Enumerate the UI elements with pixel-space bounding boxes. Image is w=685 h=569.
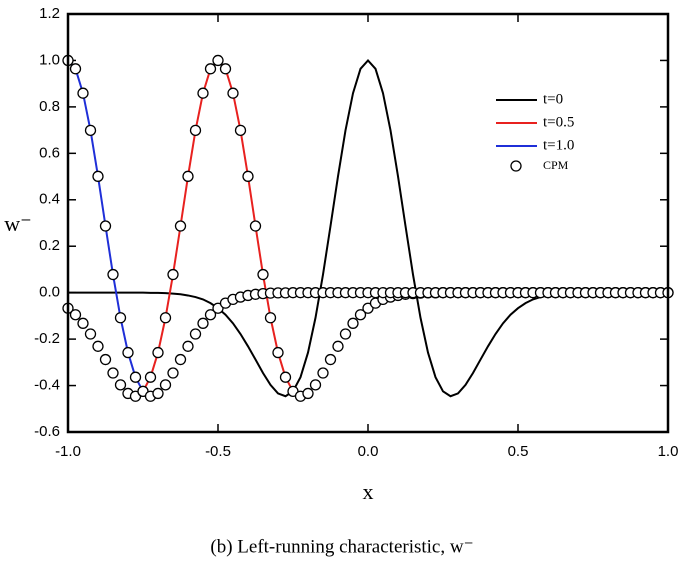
cpm-marker [324, 353, 337, 366]
cpm-marker [182, 340, 194, 352]
cpm-marker [99, 353, 112, 366]
cpm-marker [174, 353, 187, 366]
cpm-marker [309, 379, 322, 391]
legend-swatch [510, 160, 522, 172]
cpm-marker [84, 124, 97, 136]
caption: (b) Left-running characteristic, w⁻ [210, 536, 473, 557]
x-tick-label: -0.5 [205, 443, 231, 460]
cpm-marker [122, 346, 134, 359]
cpm-marker [159, 312, 172, 324]
x-axis-label: x [363, 479, 374, 504]
cpm-marker [99, 220, 112, 232]
cpm-marker [264, 312, 277, 324]
cpm-marker [339, 328, 352, 340]
y-tick-label: -0.4 [34, 377, 60, 394]
cpm-marker [107, 268, 119, 281]
y-tick-label: 1.2 [39, 5, 60, 22]
cpm-marker [204, 63, 217, 75]
y-tick-label: 0.0 [39, 284, 60, 301]
cpm-marker [92, 340, 104, 352]
cpm-marker [354, 309, 367, 321]
cpm-marker [197, 87, 209, 99]
y-tick-label: 0.6 [39, 144, 60, 161]
cpm-marker [189, 124, 202, 136]
cpm-marker [204, 309, 217, 321]
cpm-marker [84, 328, 97, 340]
cpm-marker [347, 317, 359, 329]
cpm-marker [189, 328, 202, 340]
legend-label: t=0.5 [543, 114, 574, 130]
plot-frame [66, 12, 670, 434]
cpm-marker [197, 317, 209, 329]
cpm-marker [92, 170, 104, 182]
y-tick-label: -0.6 [34, 423, 60, 440]
cpm-marker [249, 220, 262, 232]
y-tick-label: 0.8 [39, 98, 60, 115]
cpm-marker [69, 63, 82, 75]
cpm-marker [257, 268, 269, 281]
legend-label: CPM [543, 158, 569, 172]
y-tick-label: 0.2 [39, 237, 60, 254]
y-tick-label: -0.2 [34, 330, 60, 347]
cpm-marker [77, 87, 89, 99]
cpm-marker [167, 367, 179, 379]
cpm-marker [107, 367, 119, 379]
legend-label: t=0 [543, 91, 563, 107]
cpm-marker [302, 387, 314, 400]
cpm-marker [219, 63, 232, 75]
cpm-marker [174, 220, 187, 232]
series-line [68, 58, 668, 398]
cpm-marker [114, 379, 127, 391]
y-tick-label: 0.4 [39, 191, 60, 208]
cpm-marker [167, 268, 179, 281]
cpm-marker [69, 309, 82, 321]
cpm-marker [77, 317, 89, 329]
cpm-marker [159, 379, 172, 391]
x-tick-label: -1.0 [55, 443, 81, 460]
series-line [134, 58, 302, 398]
legend-label: t=1.0 [543, 137, 574, 153]
cpm-marker [182, 170, 194, 182]
cpm-marker [152, 387, 164, 400]
cpm-marker [279, 371, 292, 383]
y-tick-label: 1.0 [39, 51, 60, 68]
y-axis-label: w⁻ [4, 211, 32, 236]
cpm-marker [227, 87, 239, 99]
cpm-marker [212, 54, 224, 67]
x-tick-label: 0.0 [358, 443, 379, 460]
cpm-marker [114, 312, 127, 324]
cpm-marker [242, 170, 254, 182]
cpm-marker [272, 346, 284, 359]
cpm-marker [129, 371, 142, 383]
cpm-marker [234, 124, 247, 136]
x-tick-label: 0.5 [508, 443, 529, 460]
cpm-marker [144, 371, 157, 383]
cpm-marker [317, 367, 329, 379]
x-tick-label: 1.0 [658, 443, 679, 460]
cpm-marker [152, 346, 164, 359]
cpm-marker [332, 340, 344, 352]
